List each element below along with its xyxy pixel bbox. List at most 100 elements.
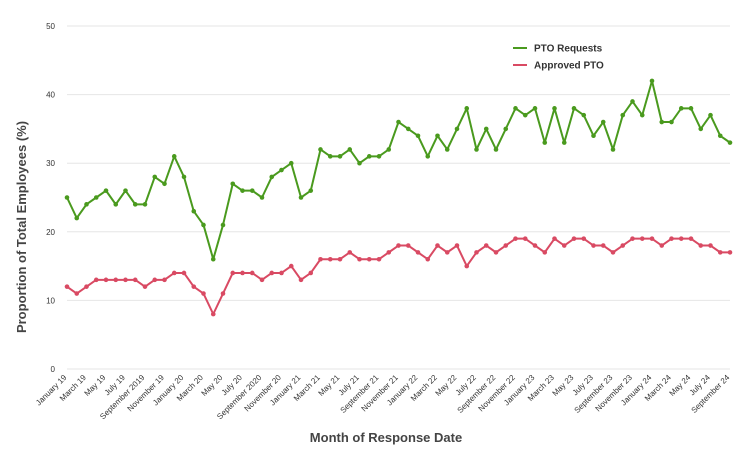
- data-point: [659, 243, 665, 248]
- data-point: [240, 270, 245, 276]
- data-point: [474, 250, 479, 255]
- data-point: [552, 106, 557, 111]
- data-point: [366, 256, 372, 262]
- data-point: [201, 291, 206, 296]
- data-point: [659, 119, 665, 125]
- data-point: [620, 243, 626, 248]
- data-point: [727, 140, 733, 145]
- data-point: [288, 263, 294, 269]
- data-point: [493, 250, 499, 255]
- data-point: [435, 133, 440, 139]
- data-point: [347, 147, 353, 152]
- data-point: [454, 126, 460, 132]
- data-point: [561, 243, 567, 248]
- data-point: [503, 243, 509, 248]
- data-point: [181, 174, 187, 180]
- data-point: [171, 270, 177, 276]
- data-point: [600, 243, 606, 248]
- data-point: [123, 188, 128, 193]
- gridlines: [67, 25, 730, 370]
- data-point: [337, 256, 343, 262]
- data-point: [649, 78, 655, 84]
- data-point: [210, 311, 216, 317]
- data-point: [532, 243, 538, 248]
- data-point: [191, 284, 197, 289]
- y-tick-label: 50: [46, 22, 55, 31]
- data-point: [171, 154, 177, 159]
- data-point: [639, 236, 645, 241]
- y-tick-label: 40: [46, 91, 55, 100]
- data-point: [649, 236, 655, 241]
- data-point: [425, 154, 431, 159]
- data-point: [396, 243, 401, 248]
- data-point: [464, 106, 470, 111]
- data-point: [269, 270, 275, 276]
- data-point: [483, 243, 489, 248]
- data-point: [669, 236, 674, 241]
- y-axis-title: Proportion of Total Employees (%): [14, 121, 29, 333]
- x-tick-label: May 20: [199, 373, 224, 398]
- data-point: [396, 119, 401, 125]
- data-point: [132, 202, 138, 207]
- data-point: [240, 188, 245, 193]
- data-point: [249, 270, 255, 276]
- y-tick-label: 10: [46, 296, 55, 305]
- data-point: [708, 243, 713, 248]
- data-point: [591, 133, 596, 139]
- data-point: [74, 215, 80, 221]
- data-point: [74, 291, 80, 296]
- data-point: [84, 284, 89, 289]
- data-point: [376, 256, 382, 262]
- data-point: [386, 147, 392, 152]
- data-point: [415, 250, 421, 255]
- y-tick-label: 20: [46, 228, 55, 237]
- data-point: [444, 147, 450, 152]
- data-point: [308, 188, 314, 193]
- data-point: [698, 243, 704, 248]
- data-point: [444, 250, 450, 255]
- data-point: [405, 243, 411, 248]
- data-point: [503, 126, 509, 132]
- data-point: [142, 202, 148, 207]
- data-point: [561, 140, 567, 145]
- data-point: [610, 147, 616, 152]
- data-point: [454, 243, 460, 248]
- data-point: [542, 140, 548, 145]
- data-point: [727, 250, 733, 255]
- data-point: [620, 112, 626, 118]
- data-point: [376, 154, 382, 159]
- data-point: [191, 208, 197, 214]
- data-point: [152, 174, 158, 180]
- data-point: [610, 250, 616, 255]
- data-point: [688, 236, 694, 241]
- series-group: [64, 78, 733, 317]
- x-tick-label: May 23: [550, 373, 575, 398]
- data-point: [630, 99, 635, 104]
- legend-label: Approved PTO: [534, 61, 604, 72]
- data-point: [600, 119, 606, 125]
- data-point: [435, 243, 440, 248]
- data-point: [220, 291, 226, 296]
- y-tick-label: 0: [51, 365, 56, 374]
- data-point: [230, 181, 236, 187]
- data-point: [288, 160, 294, 166]
- data-point: [493, 147, 499, 152]
- data-point: [142, 284, 148, 289]
- data-point: [591, 243, 596, 248]
- data-point: [318, 147, 323, 152]
- data-point: [542, 250, 548, 255]
- data-point: [279, 270, 284, 276]
- data-point: [581, 236, 587, 241]
- data-point: [571, 236, 577, 241]
- data-point: [308, 270, 314, 276]
- data-point: [532, 106, 538, 111]
- data-point: [201, 222, 206, 228]
- data-point: [708, 112, 713, 118]
- data-point: [318, 256, 323, 262]
- data-point: [678, 106, 684, 111]
- data-point: [357, 256, 362, 262]
- data-point: [425, 256, 431, 262]
- data-point: [571, 106, 577, 111]
- data-point: [93, 195, 99, 200]
